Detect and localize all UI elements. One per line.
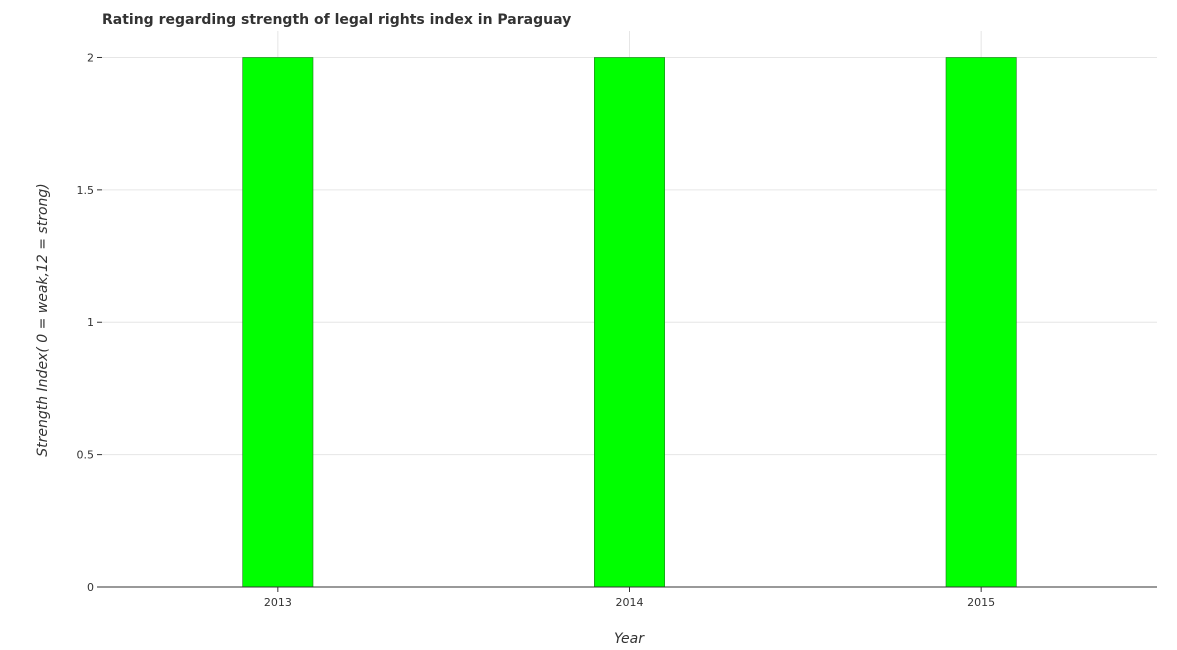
bars [242,57,1017,588]
x-tick-label: 2015 [967,596,995,609]
y-axis-label: Strength Index( 0 = weak,12 = strong) [35,183,51,457]
bar-2013 [242,57,314,588]
x-axis-ticks: 2013 2014 2015 [264,587,995,609]
y-tick-label: 1 [87,316,94,329]
bar-2014 [594,57,665,588]
y-axis-ticks: 0 0.5 1 1.5 2 [77,51,102,594]
x-tick-label: 2013 [264,596,292,609]
y-tick-label: 1.5 [77,184,95,197]
x-axis-label: Year [614,631,645,647]
y-tick-label: 2 [87,51,94,64]
bar-2015 [945,57,1017,588]
x-tick-label: 2014 [616,596,644,609]
chart-title: Rating regarding strength of legal right… [102,12,571,28]
y-tick-label: 0 [87,581,94,594]
y-tick-label: 0.5 [77,449,95,462]
